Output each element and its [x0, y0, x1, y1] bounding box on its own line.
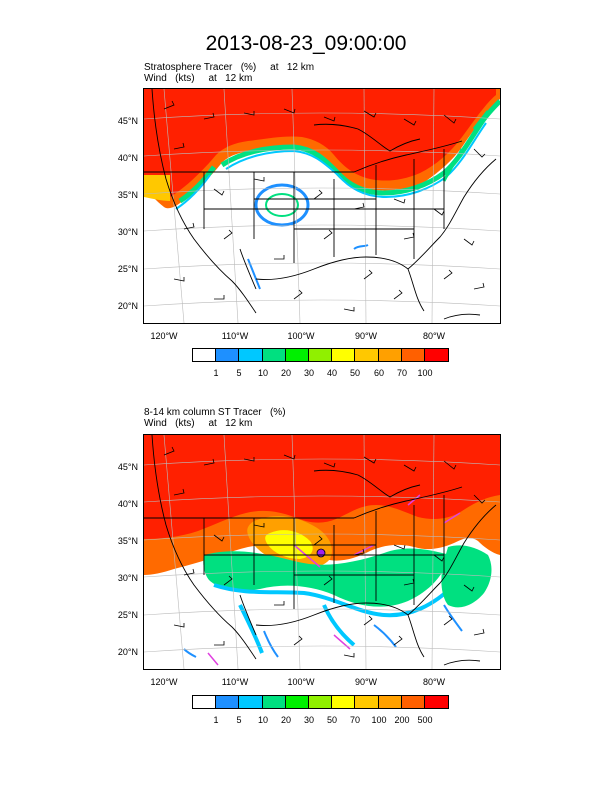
panel2-colorbar-swatch-5 [308, 696, 333, 708]
panel2-graticule [144, 435, 500, 669]
panel1-coastlines [144, 89, 497, 320]
panel2-lat-35: 35°N [117, 536, 138, 546]
panel1-colorbar-label-2: 10 [257, 368, 268, 378]
panel2-colorbar-label-3: 20 [280, 715, 291, 725]
panel2-colorbar-swatch-3 [262, 696, 286, 708]
panel2-colorbar-label-0: 1 [213, 715, 219, 725]
panel1-title-line2: Wind (kts) at 12 km [144, 73, 253, 84]
panel1-colorbar-label-8: 70 [396, 368, 407, 378]
panel2-coastlines [144, 435, 497, 666]
panel2-colorbar-swatch-10 [424, 696, 449, 708]
panel1-colorbar-swatch-3 [262, 349, 286, 361]
panel1-colorbar-swatch-9 [401, 349, 425, 361]
panel2-magenta-streaks [207, 494, 461, 666]
panel1-cyan-swirl [254, 183, 310, 227]
panel2-colorbar-swatch-2 [239, 696, 263, 708]
panel1-lat-35: 35°N [117, 190, 138, 200]
panel2-colorbar-label-4: 30 [303, 715, 314, 725]
panel1-lon-100: 100°W [287, 331, 315, 341]
panel1-colorbar-label-9: 100 [417, 368, 433, 378]
panel2-colorbar-label-1: 5 [236, 715, 242, 725]
panel1-colorbar-swatch-4 [285, 349, 309, 361]
panel1-green-swirl [265, 193, 299, 217]
panel1-lon-120: 120°W [150, 331, 178, 341]
panel2-tracer-green-band [203, 548, 450, 607]
panel1-tracer-red-core [144, 89, 496, 199]
panel1-lat-30: 30°N [117, 227, 138, 237]
panel2-lon-90: 90°W [354, 677, 378, 687]
panel2-lat-25: 25°N [117, 610, 138, 620]
panel1-colorbar-swatch-6 [332, 349, 356, 361]
panel1-colorbar-swatch-10 [424, 349, 449, 361]
panel1-lon-110: 110°W [221, 331, 249, 341]
panel2-colorbar-swatch-1 [216, 696, 240, 708]
panel2-lon-110: 110°W [221, 677, 249, 687]
panel2-lon-100: 100°W [287, 677, 315, 687]
panel2-map [143, 434, 501, 670]
figure-title: 2013-08-23_09:00:00 [205, 32, 407, 55]
panel1-colorbar-label-1: 5 [236, 368, 242, 378]
panel2-colorbar-label-8: 200 [394, 715, 410, 725]
panel1-colorbar-label-6: 50 [349, 368, 360, 378]
panel2-colorbar-label-6: 70 [349, 715, 360, 725]
panel1-lat-45: 45°N [117, 116, 138, 126]
panel2-magenta-marker [316, 548, 326, 558]
panel1-colorbar-swatch-0 [193, 349, 217, 361]
panel2-map-svg [144, 435, 500, 669]
panel2-colorbar-swatch-9 [401, 696, 425, 708]
panel1-colorbar-swatch-2 [239, 349, 263, 361]
panel2-lat-20: 20°N [117, 647, 138, 657]
panel1-colorbar-label-7: 60 [373, 368, 384, 378]
panel1-colorbar-label-5: 40 [326, 368, 337, 378]
panel1-colorbar-swatch-8 [378, 349, 402, 361]
panel1-lon-80: 80°W [422, 331, 446, 341]
panel2-colorbar-swatch-6 [332, 696, 356, 708]
panel1-northeast-streaks [442, 110, 490, 182]
panel1-lon-90: 90°W [354, 331, 378, 341]
panel1-colorbar-label-0: 1 [213, 368, 219, 378]
panel1-tracer-yellow-patch [144, 175, 170, 201]
panel1-colorbar-swatch-7 [355, 349, 379, 361]
panel1-blue-streak [247, 244, 369, 290]
panel2-colorbar-swatch-7 [355, 696, 379, 708]
panel2-colorbar-label-5: 50 [326, 715, 337, 725]
panel1-lat-25: 25°N [117, 264, 138, 274]
panel1-wind-barbs [163, 100, 486, 312]
panel2-lat-45: 45°N [117, 462, 138, 472]
panel1-colorbar [192, 348, 450, 362]
panel1-colorbar-swatch-5 [308, 349, 333, 361]
panel2-colorbar-label-9: 500 [417, 715, 433, 725]
panel2-lon-80: 80°W [422, 677, 446, 687]
panel1-tracer-cyan-edge [175, 122, 487, 210]
panel2-lon-120: 120°W [150, 677, 178, 687]
panel1-colorbar-label-3: 20 [280, 368, 291, 378]
panel1-map [143, 88, 501, 324]
panel2-tracer-red-core [144, 435, 500, 539]
panel1-lat-40: 40°N [117, 153, 138, 163]
panel2-colorbar [192, 695, 450, 709]
panel2-colorbar-swatch-0 [193, 696, 217, 708]
panel2-lat-40: 40°N [117, 499, 138, 509]
panel2-tracer-blue-speckles [183, 604, 463, 658]
panel2-colorbar-label-2: 10 [257, 715, 268, 725]
panel2-colorbar-swatch-8 [378, 696, 402, 708]
panel2-title-line2: Wind (kts) at 12 km [144, 418, 253, 429]
panel2-title-line1: 8-14 km column ST Tracer (%) [144, 407, 286, 418]
panel1-graticule [144, 89, 500, 323]
panel1-title-line1: Stratosphere Tracer (%) at 12 km [144, 62, 315, 73]
panel2-wind-barbs [163, 446, 486, 658]
panel2-tracer-cyan-band [213, 583, 456, 654]
panel2-colorbar-label-7: 100 [371, 715, 387, 725]
panel2-colorbar-swatch-4 [285, 696, 309, 708]
panel2-lat-30: 30°N [117, 573, 138, 583]
panel1-colorbar-swatch-1 [216, 349, 240, 361]
panel1-colorbar-label-4: 30 [303, 368, 314, 378]
panel1-lat-20: 20°N [117, 301, 138, 311]
panel1-map-svg [144, 89, 500, 323]
